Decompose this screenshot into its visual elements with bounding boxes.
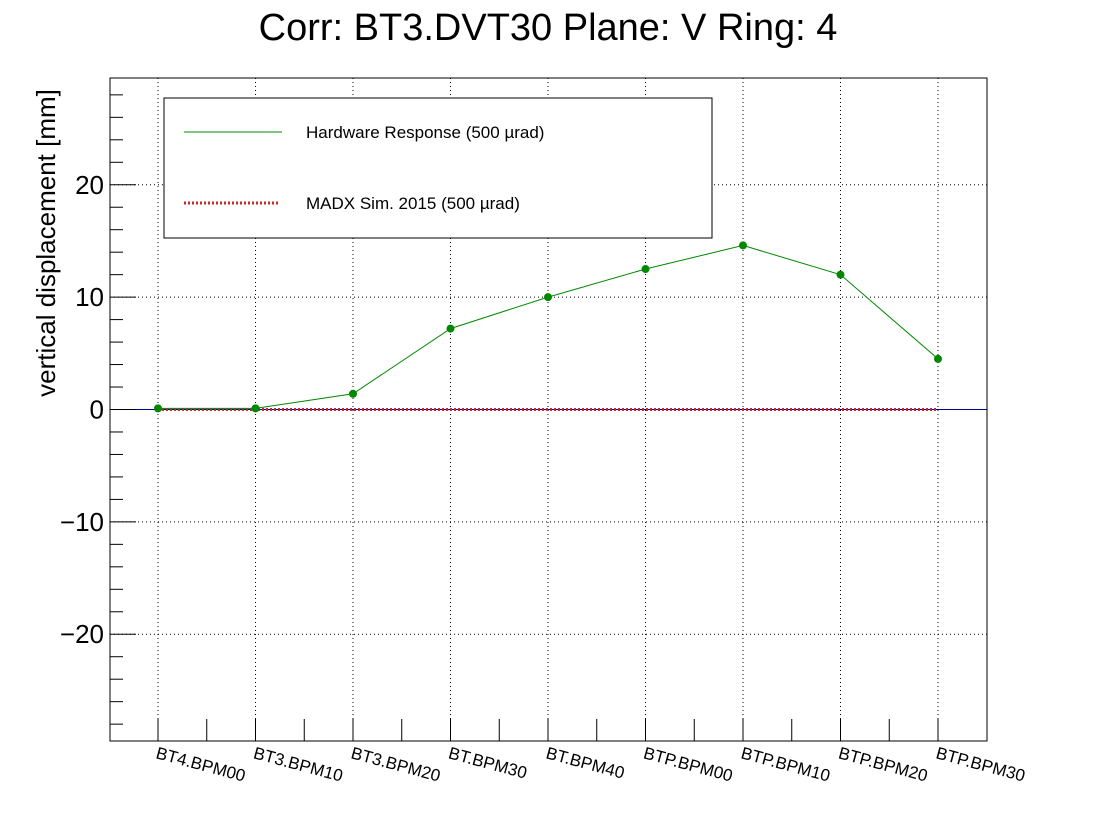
y-axis-label: vertical displacement [mm]: [31, 89, 61, 397]
data-point-hardware-response: [349, 389, 357, 398]
y-tick-label: −10: [60, 507, 104, 537]
grid: [110, 78, 987, 741]
y-tick-label: −20: [60, 619, 104, 649]
x-tick-label: BTP.BPM20: [836, 744, 929, 786]
data-point-hardware-response: [446, 324, 455, 333]
y-tick-label: 20: [75, 170, 104, 200]
data-point-hardware-response: [934, 354, 942, 363]
data-point-hardware-response: [544, 293, 552, 302]
legend-label-madx-sim: MADX Sim. 2015 (500 µrad): [306, 194, 520, 213]
y-tick-label: 0: [90, 395, 104, 425]
x-tick-label: BT3.BPM10: [251, 744, 344, 786]
series-layer: [154, 241, 942, 413]
legend-label-hardware-response: Hardware Response (500 µrad): [306, 123, 544, 142]
chart-title: Corr: BT3.DVT30 Plane: V Ring: 4: [259, 7, 838, 49]
x-tick-label: BTP.BPM30: [934, 744, 1027, 786]
y-axis-ticks: −20 −10 0 10 20: [60, 94, 136, 725]
legend: Hardware Response (500 µrad) MADX Sim. 2…: [163, 97, 713, 239]
x-tick-label: BT4.BPM00: [154, 744, 247, 786]
x-tick-label: BTP.BPM10: [739, 744, 832, 786]
x-tick-label: BT.BPM30: [446, 744, 528, 783]
data-point-hardware-response: [641, 265, 650, 274]
data-point-hardware-response: [251, 404, 260, 413]
data-point-hardware-response: [154, 404, 162, 413]
data-point-hardware-response: [739, 241, 747, 250]
x-tick-label: BTP.BPM00: [641, 744, 734, 786]
x-tick-label: BT3.BPM20: [349, 744, 442, 786]
x-axis-ticks: BT4.BPM00 BT3.BPM10 BT3.BPM20 BT.BPM30 BT.BP…: [154, 719, 1027, 786]
y-tick-label: 10: [75, 282, 104, 312]
data-point-hardware-response: [836, 270, 845, 279]
legend-box: [163, 97, 713, 239]
x-tick-label: BT.BPM40: [544, 744, 626, 783]
